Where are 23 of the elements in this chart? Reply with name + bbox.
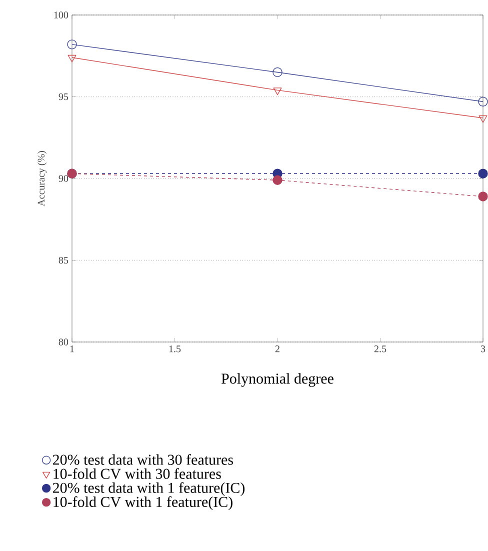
legend-label: 20% test data with 30 features [52,454,233,465]
x-tick-label: 1 [70,346,74,352]
point [68,54,76,62]
point [272,67,282,78]
legend-label: 20% test data with 1 feature(IC) [52,482,245,496]
x-tick-label: 2 [275,346,280,352]
x-tick-label: 3 [480,346,486,352]
y-axis-title: Accuracy (%) [37,151,47,206]
y-tick-label: 100 [54,12,68,18]
x-axis-title: Polynomial degree [221,373,334,387]
point [67,40,77,50]
point [272,175,282,185]
y-tick-label: 90 [58,175,68,182]
point [478,96,488,106]
y-tick-label: 95 [58,93,68,100]
point [273,88,282,96]
legend-label: 10-fold CV with 1 feature(IC) [54,496,232,510]
x-tick-label: 1.5 [169,346,181,352]
y-tick-label: 85 [58,256,68,264]
x-tick-label: 2.5 [374,346,386,352]
point [478,115,488,123]
legend-label: 10-fold CV with 30 features [54,468,221,479]
y-tick-label: 80 [58,338,68,346]
